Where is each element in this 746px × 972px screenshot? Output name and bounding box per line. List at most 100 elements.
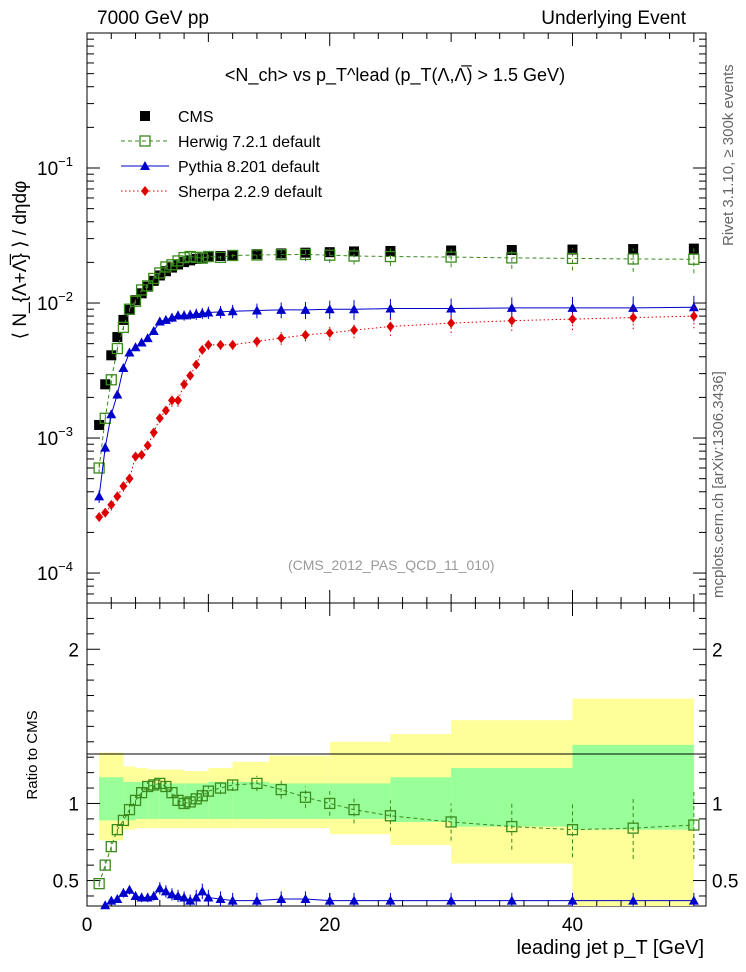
ratio-pythia-8-201-default-point <box>628 895 639 905</box>
cms-point <box>160 266 171 277</box>
cms-point <box>106 350 117 361</box>
pythia-8-201-default-point <box>324 304 335 314</box>
pythia-8-201-default-point <box>567 302 578 312</box>
sherpa-2-2-9-default-point <box>125 473 134 484</box>
cms-point <box>118 314 129 325</box>
ratio-pythia-8-201-default-point <box>148 890 159 900</box>
pythia-8-201-default-point <box>160 314 171 324</box>
ratio-herwig-7-2-1-default-point <box>99 859 111 871</box>
ratio-pythia-8-201-default-point <box>203 892 214 902</box>
sherpa-2-2-9-default-point <box>107 499 116 510</box>
herwig-7-2-1-default-point <box>506 252 518 264</box>
herwig-7-2-1-default-point <box>202 250 215 263</box>
ratio-herwig-7-2-1-default-point <box>445 816 457 828</box>
pythia-8-201-default-point <box>130 342 141 352</box>
ratio-herwig-7-2-1-default-line <box>98 782 694 884</box>
process-label: Underlying Event <box>541 8 686 29</box>
pythia-8-201-default-point <box>446 303 457 313</box>
herwig-7-2-1-default-point <box>566 252 579 265</box>
sherpa-2-2-9-default-point <box>174 395 183 406</box>
pythia-8-201-default-point <box>215 306 226 316</box>
ratio-herwig-7-2-1-default-point <box>111 824 123 836</box>
x-tick-label: 20 <box>319 915 340 936</box>
sherpa-2-2-9-default-point <box>167 395 176 406</box>
ratio-herwig-7-2-1-default-point <box>627 822 639 834</box>
sherpa-2-2-9-default-point <box>568 314 577 325</box>
legend-label-cms: CMS <box>178 109 214 126</box>
ratio-y-tick-label-right: 0.5 <box>712 872 738 893</box>
cms-point <box>94 419 105 430</box>
sherpa-2-2-9-default-point <box>186 370 195 381</box>
analysis-label: (CMS_2012_PAS_QCD_11_010) <box>288 557 495 573</box>
ratio-pythia-8-201-default-point <box>251 895 262 905</box>
sherpa-2-2-9-default-point <box>113 491 122 502</box>
pythia-8-201-default-point <box>203 307 214 317</box>
ratio-pythia-8-201-default-point <box>160 886 171 896</box>
ratio-pythia-8-201-default-point <box>446 895 457 905</box>
ratio-herwig-7-2-1-default-point <box>226 779 239 791</box>
ratio-herwig-7-2-1-default-point <box>178 797 190 810</box>
cms-point <box>185 255 196 266</box>
ratio-pythia-8-201-default-point <box>185 895 196 905</box>
legend-label-sherpa-2-2-9-default: Sherpa 2.2.9 default <box>178 184 323 201</box>
herwig-7-2-1-default-point <box>688 253 700 265</box>
legend-marker-cms <box>140 111 150 121</box>
energy-label: 7000 GeV pp <box>97 8 209 29</box>
ratio-pythia-8-201-default-point <box>688 895 699 905</box>
ratio-herwig-7-2-1-default-point <box>129 794 142 807</box>
main-panel-series <box>93 243 700 523</box>
sherpa-2-2-9-default-point <box>325 327 334 338</box>
ratio-herwig-7-2-1-default-point <box>93 877 105 890</box>
herwig-7-2-1-default-point <box>105 374 117 386</box>
legend-label-herwig-7-2-1-default: Herwig 7.2.1 default <box>178 134 321 151</box>
main-title: <N_ch> vs p_T^lead (p_T(Λ,Λ̅) > 1.5 GeV) <box>225 65 565 86</box>
herwig-7-2-1-default-point <box>129 295 142 307</box>
herwig-7-2-1-default-point <box>384 250 397 263</box>
ratio-pythia-8-201-default-point <box>567 895 578 905</box>
herwig-7-2-1-default-point <box>135 284 148 296</box>
herwig-7-2-1-default-point <box>275 249 287 261</box>
ratio-herwig-7-2-1-default-point <box>384 810 397 822</box>
rivet-label: Rivet 3.1.10, ≥ 300k events <box>720 64 737 246</box>
sherpa-2-2-9-default-point <box>689 311 698 322</box>
sherpa-2-2-9-default-point <box>137 449 146 460</box>
herwig-7-2-1-default-point <box>251 249 263 261</box>
ratio-pythia-8-201-default-point <box>349 895 360 905</box>
ratio-y-axis-label: Ratio to CMS <box>24 710 41 799</box>
herwig-7-2-1-default-point <box>190 251 202 263</box>
herwig-7-2-1-default-point <box>142 280 154 292</box>
ratio-herwig-7-2-1-default-point <box>166 787 178 799</box>
ratio-pythia-8-201-default-point <box>154 883 165 893</box>
herwig-7-2-1-default-point <box>117 321 130 334</box>
cms-point <box>276 248 287 259</box>
pythia-8-201-default-point <box>100 442 111 452</box>
y-tick-label: 10−2 <box>37 289 73 315</box>
herwig-7-2-1-default-point <box>160 261 172 273</box>
cms-point <box>112 332 123 343</box>
sherpa-2-2-9-default-point <box>95 512 104 523</box>
y-tick-label: 10−1 <box>37 154 73 180</box>
ratio-herwig-7-2-1-default-point <box>190 793 202 805</box>
herwig-7-2-1-default-point <box>93 462 105 474</box>
ratio-panel-series <box>93 775 700 910</box>
ratio-pythia-8-201-default-point <box>506 895 517 905</box>
herwig-7-2-1-default-point <box>226 249 239 262</box>
cms-point <box>166 262 177 273</box>
pythia-8-201-default-point <box>136 337 147 347</box>
sherpa-2-2-9-default-point <box>131 451 140 462</box>
pythia-8-201-default-point <box>385 303 396 313</box>
ratio-herwig-7-2-1-default-point <box>160 780 172 793</box>
herwig-7-2-1-default-line <box>98 253 694 469</box>
sherpa-2-2-9-default-point <box>198 344 207 355</box>
ratio-pythia-8-201-default-point <box>112 894 123 904</box>
ratio-pythia-8-201-default-point <box>227 895 238 905</box>
pythia-8-201-default-point <box>506 302 517 312</box>
inner-band-bin <box>208 781 233 819</box>
sherpa-2-2-9-default-point <box>447 318 456 329</box>
sherpa-2-2-9-default-point <box>149 427 158 438</box>
sherpa-2-2-9-default-point <box>119 481 128 492</box>
ratio-pythia-8-201-default-point <box>385 895 396 905</box>
ratio-herwig-7-2-1-default-point <box>688 819 700 831</box>
sherpa-2-2-9-default-point <box>216 339 225 350</box>
cms-point <box>506 245 517 256</box>
